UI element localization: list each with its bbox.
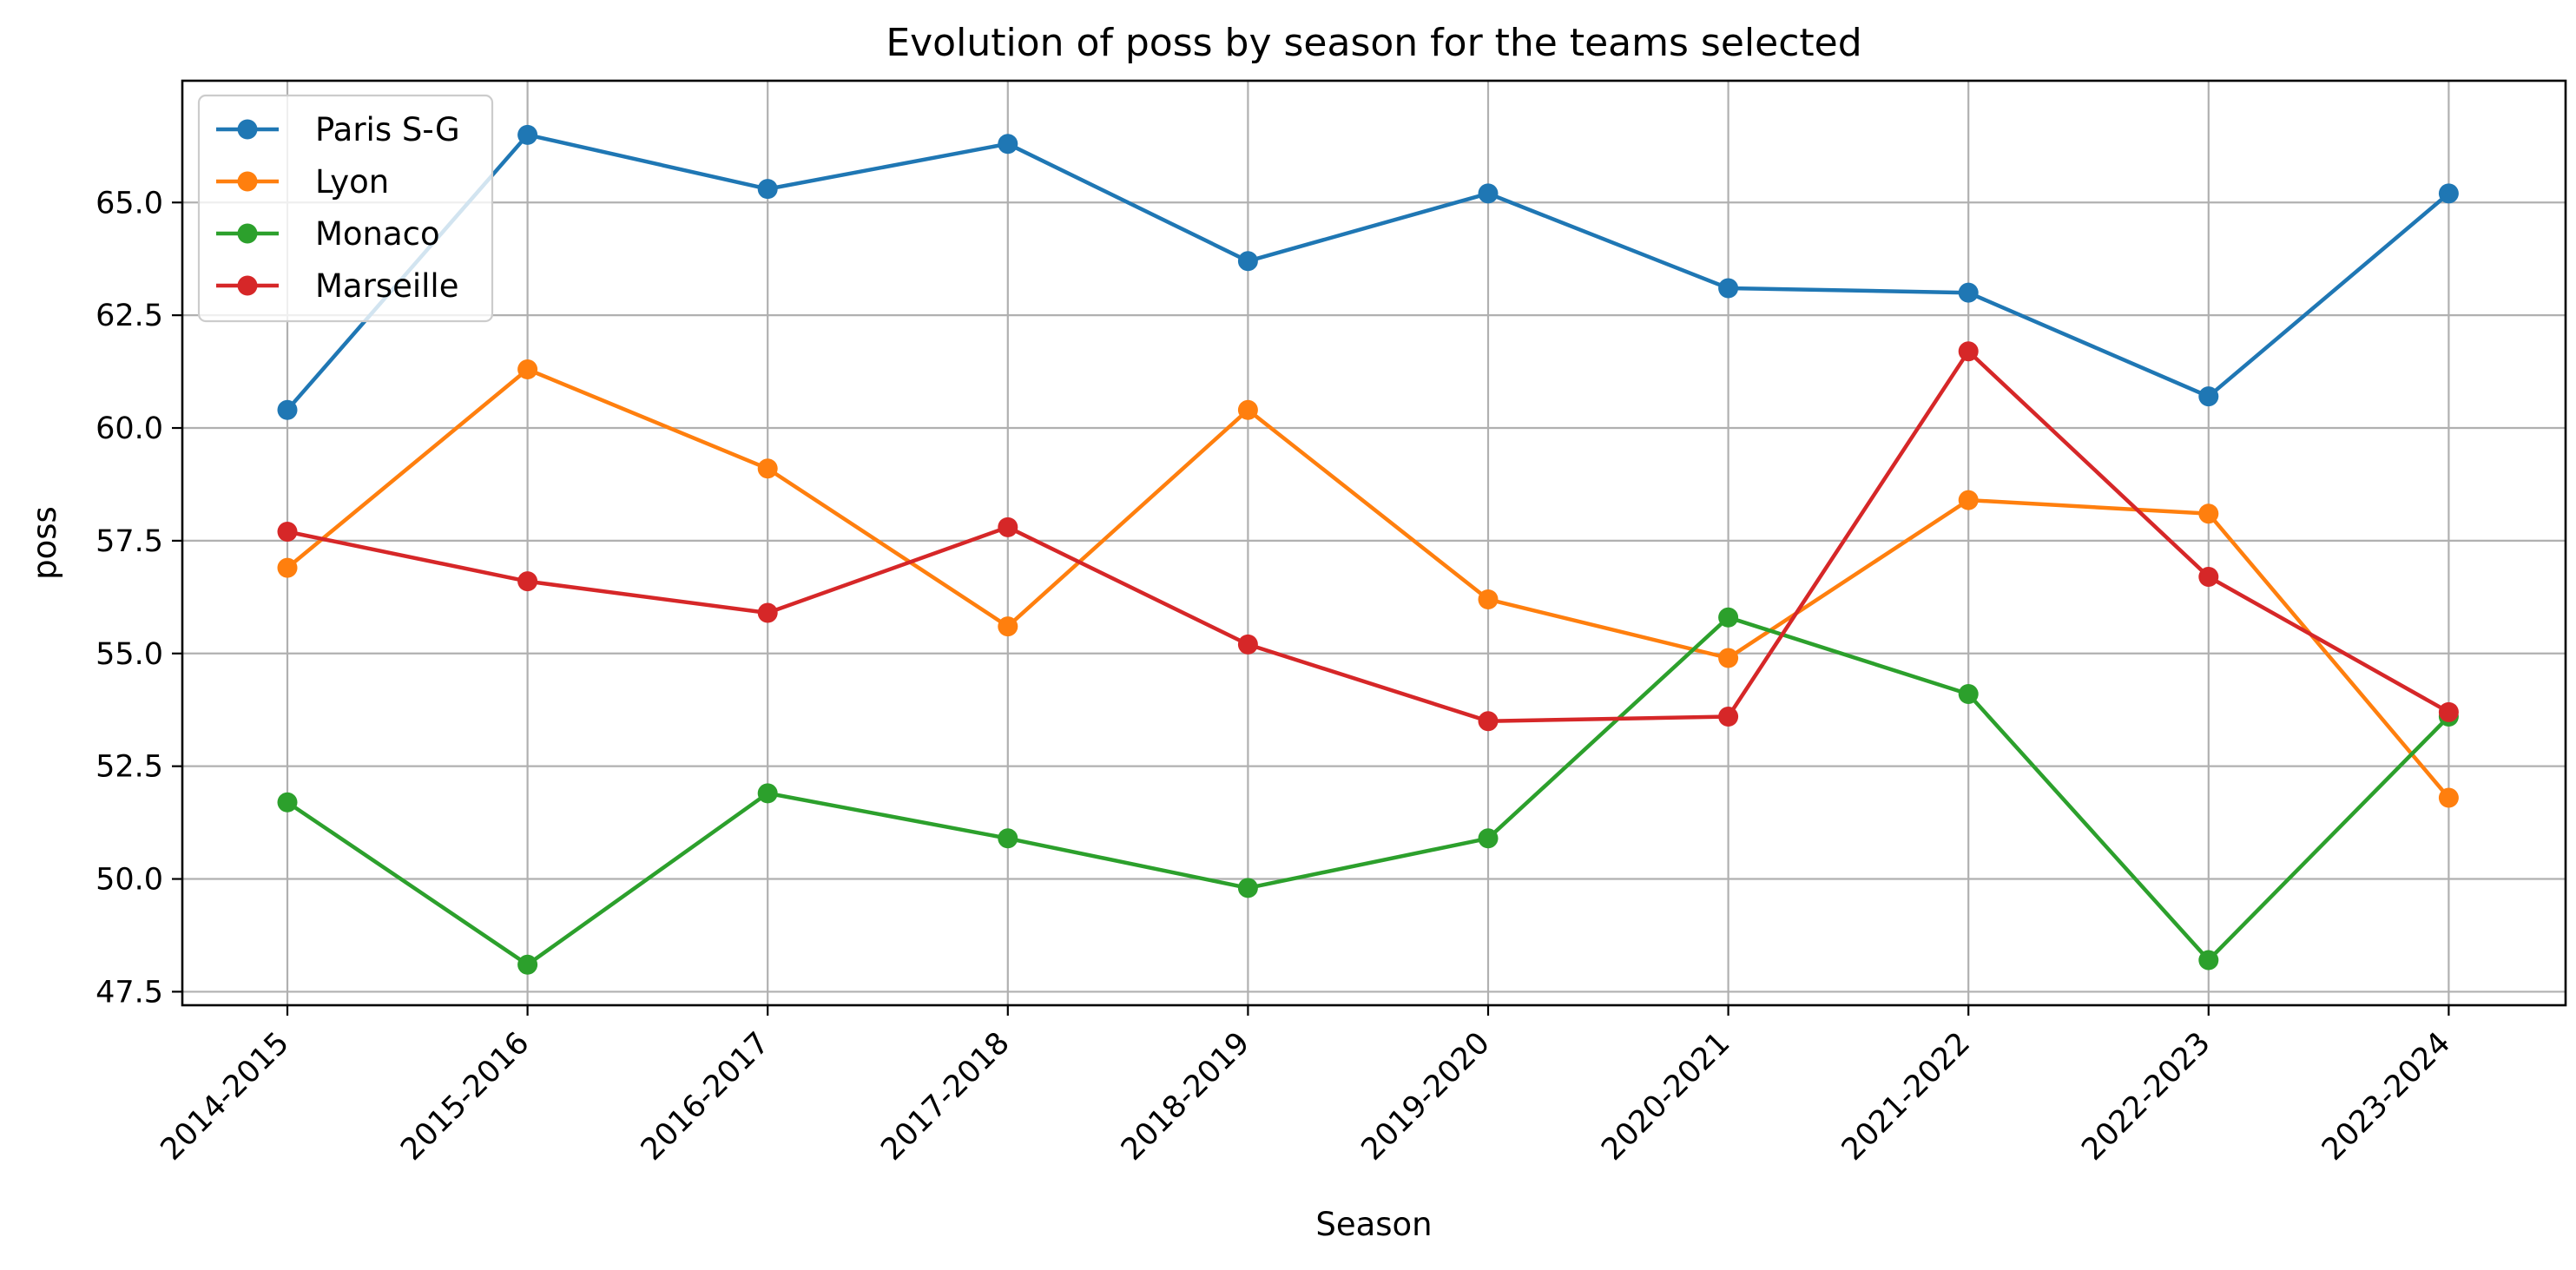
data-point (757, 783, 778, 804)
data-point (1958, 341, 1979, 362)
data-point (757, 602, 778, 623)
data-point (998, 134, 1018, 155)
x-axis-label: Season (1315, 1206, 1432, 1243)
legend-marker (237, 275, 258, 296)
x-tick-label: 2023-2024 (2316, 1026, 2457, 1168)
y-tick-label: 57.5 (96, 524, 163, 559)
x-tick-label: 2017-2018 (875, 1026, 1017, 1168)
y-tick-label: 50.0 (96, 863, 163, 898)
y-tick-label: 55.0 (96, 637, 163, 672)
data-point (517, 954, 538, 975)
data-point (517, 359, 538, 379)
data-point (2198, 950, 2219, 971)
data-point (277, 522, 298, 543)
series-monaco (277, 607, 2459, 975)
x-tick-label: 2014-2015 (155, 1026, 296, 1168)
data-point (1958, 282, 1979, 303)
data-point (277, 557, 298, 578)
legend-item: Monaco (216, 215, 440, 253)
legend-box (197, 94, 494, 323)
axis-ticks: 2014-2015 2015-2016 2016-2017 2017-2018 2018… (96, 186, 2457, 1168)
data-point (1478, 589, 1499, 609)
y-tick-label: 60.0 (96, 411, 163, 446)
y-tick-label: 65.0 (96, 186, 163, 220)
data-point (1478, 711, 1499, 732)
data-point (1237, 634, 1258, 655)
data-point (1237, 878, 1258, 898)
x-tick-label: 2015-2016 (394, 1026, 536, 1168)
legend-item: Lyon (216, 163, 389, 201)
data-point (1718, 648, 1739, 668)
legend-label: Marseille (315, 267, 458, 305)
series-group (277, 124, 2459, 975)
data-point (998, 517, 1018, 537)
data-point (1237, 251, 1258, 272)
y-axis-label: poss (26, 506, 63, 580)
series-marseille (277, 341, 2459, 732)
legend-label: Paris S-G (315, 111, 460, 148)
data-point (1478, 828, 1499, 849)
data-point (517, 124, 538, 145)
x-tick-label: 2019-2020 (1355, 1026, 1497, 1168)
data-point (517, 571, 538, 592)
grid (182, 81, 2566, 1005)
legend-marker (237, 171, 258, 192)
legend: Paris S-G Lyon Monaco Marseille (197, 94, 494, 323)
data-point (1718, 607, 1739, 628)
data-point (1237, 399, 1258, 420)
data-point (998, 616, 1018, 637)
data-point (1718, 278, 1739, 299)
legend-marker (237, 223, 258, 244)
y-tick-label: 47.5 (96, 975, 163, 1010)
data-point (1718, 707, 1739, 727)
x-tick-label: 2016-2017 (635, 1026, 776, 1168)
data-point (2438, 701, 2459, 722)
series-line (285, 367, 2451, 800)
data-point (998, 828, 1018, 849)
x-tick-label: 2020-2021 (1595, 1026, 1736, 1168)
legend-item: Marseille (216, 267, 458, 305)
series-lyon (277, 359, 2459, 808)
plot-frame (181, 79, 2567, 1007)
series-line (285, 615, 2451, 967)
y-tick-label: 52.5 (96, 750, 163, 785)
x-tick-label: 2022-2023 (2076, 1026, 2217, 1168)
legend-label: Monaco (315, 215, 440, 253)
x-tick-label: 2021-2022 (1835, 1026, 1977, 1168)
data-point (1958, 684, 1979, 705)
series-paris-s-g (277, 124, 2459, 420)
y-tick-label: 62.5 (96, 299, 163, 333)
data-point (277, 399, 298, 420)
data-point (757, 458, 778, 479)
x-tick-label: 2018-2019 (1115, 1026, 1256, 1168)
data-point (1958, 490, 1979, 510)
data-point (2198, 503, 2219, 524)
data-point (757, 179, 778, 200)
legend-label: Lyon (315, 163, 389, 201)
chart-title: Evolution of poss by season for the team… (886, 21, 1861, 65)
data-point (2198, 566, 2219, 587)
data-point (277, 792, 298, 813)
data-point (1478, 183, 1499, 204)
legend-item: Paris S-G (216, 111, 460, 148)
legend-marker (237, 119, 258, 140)
data-point (2198, 386, 2219, 407)
series-line (285, 349, 2451, 723)
series-line (285, 133, 2451, 412)
data-point (2438, 183, 2459, 204)
data-point (2438, 787, 2459, 808)
